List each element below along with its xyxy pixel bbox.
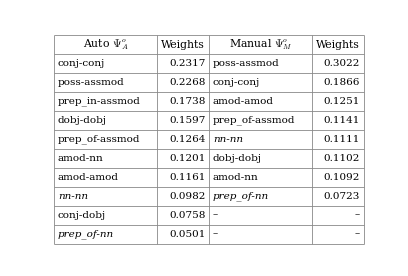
Text: 0.1161: 0.1161 [169, 173, 205, 182]
Text: 0.3022: 0.3022 [324, 59, 360, 68]
Text: 0.1092: 0.1092 [324, 173, 360, 182]
Text: –: – [213, 211, 218, 220]
Text: Auto $\Psi^o_A$: Auto $\Psi^o_A$ [83, 37, 129, 52]
Text: dobj-dobj: dobj-dobj [58, 116, 107, 125]
Text: amod-nn: amod-nn [213, 173, 259, 182]
Text: prep_of-assmod: prep_of-assmod [213, 116, 295, 125]
Text: 0.1251: 0.1251 [324, 97, 360, 106]
Text: 0.1738: 0.1738 [169, 97, 205, 106]
Text: 0.1111: 0.1111 [324, 135, 360, 144]
Text: nn-nn: nn-nn [213, 135, 243, 144]
Text: conj-conj: conj-conj [213, 78, 260, 87]
Text: Weights: Weights [161, 40, 205, 50]
Text: 0.0758: 0.0758 [169, 211, 205, 220]
Text: dobj-dobj: dobj-dobj [213, 154, 262, 163]
Text: 0.1201: 0.1201 [169, 154, 205, 163]
Text: 0.0501: 0.0501 [169, 230, 205, 238]
Text: conj-dobj: conj-dobj [58, 211, 106, 220]
Text: 0.0723: 0.0723 [324, 192, 360, 201]
Text: 0.1597: 0.1597 [169, 116, 205, 125]
Text: 0.2317: 0.2317 [169, 59, 205, 68]
Text: 0.1866: 0.1866 [324, 78, 360, 87]
Text: Manual $\Psi^o_M$: Manual $\Psi^o_M$ [229, 37, 293, 52]
Text: 0.0982: 0.0982 [169, 192, 205, 201]
Text: prep_of-nn: prep_of-nn [58, 229, 114, 239]
Text: poss-assmod: poss-assmod [213, 59, 279, 68]
Text: –: – [355, 211, 360, 220]
Text: 0.2268: 0.2268 [169, 78, 205, 87]
Text: –: – [355, 230, 360, 238]
Text: 0.1141: 0.1141 [324, 116, 360, 125]
Text: nn-nn: nn-nn [58, 192, 88, 201]
Text: prep_of-nn: prep_of-nn [213, 191, 269, 201]
Text: 0.1102: 0.1102 [324, 154, 360, 163]
Text: 0.1264: 0.1264 [169, 135, 205, 144]
Text: amod-amod: amod-amod [213, 97, 274, 106]
Text: –: – [213, 230, 218, 238]
Text: amod-amod: amod-amod [58, 173, 119, 182]
Text: Weights: Weights [316, 40, 360, 50]
Text: prep_of-assmod: prep_of-assmod [58, 134, 140, 144]
Text: poss-assmod: poss-assmod [58, 78, 125, 87]
Text: conj-conj: conj-conj [58, 59, 105, 68]
Text: amod-nn: amod-nn [58, 154, 104, 163]
Text: prep_in-assmod: prep_in-assmod [58, 97, 141, 106]
